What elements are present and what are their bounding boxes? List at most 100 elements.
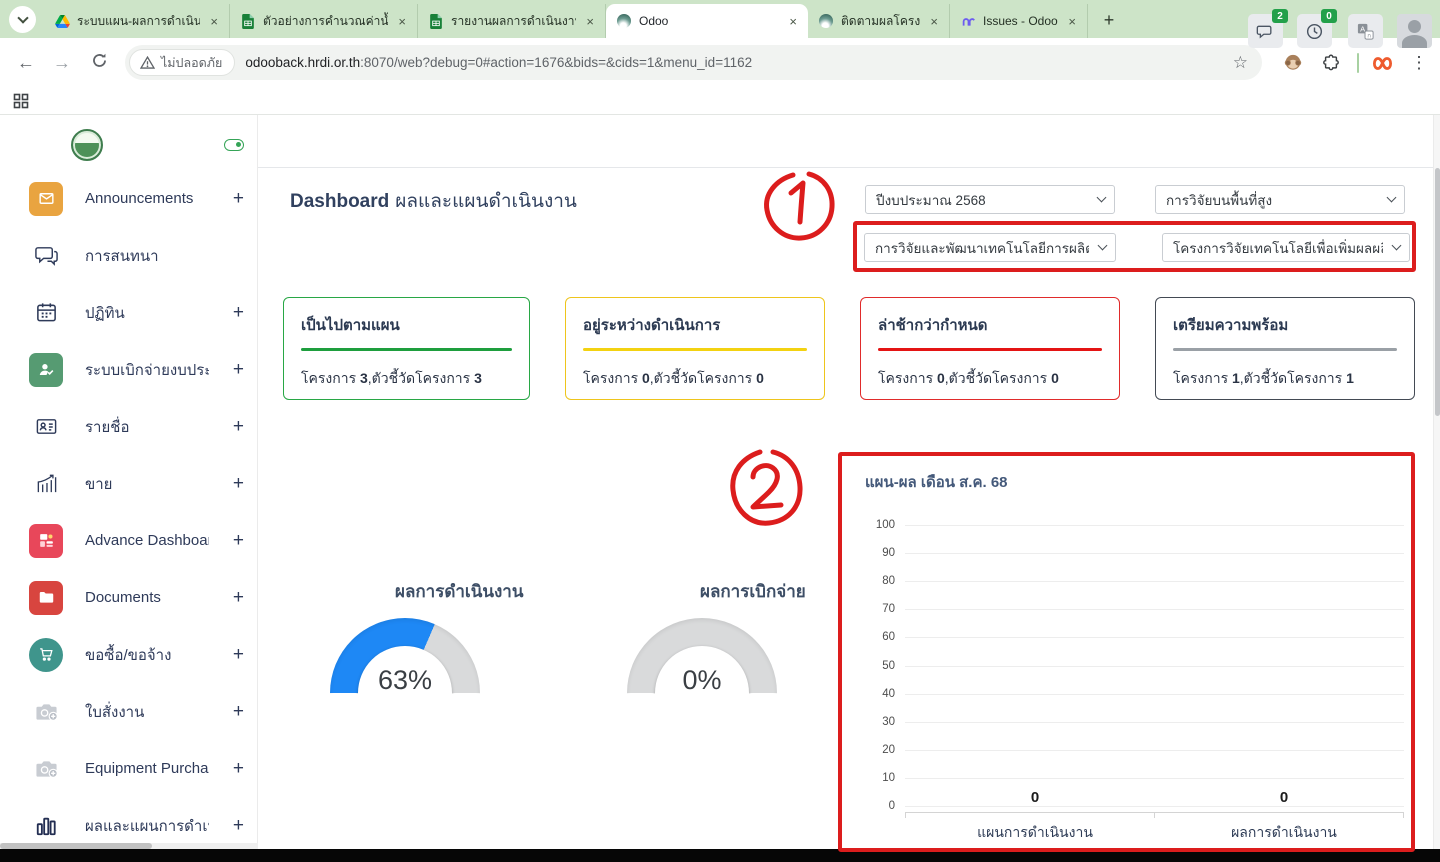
x-axis-tick [1403, 813, 1404, 818]
sidebar-item-budget[interactable]: ระบบเบิกจ่ายงบประมาณ + [0, 341, 258, 398]
new-tab-button[interactable]: + [1103, 9, 1115, 30]
project-select[interactable]: โครงการวิจัยเทคโนโลยีเพื่อเพิ่มผลผลิตแ [1162, 233, 1410, 262]
y-tick-label: 30 [882, 715, 895, 728]
plane-favicon-icon [960, 13, 976, 29]
back-button[interactable]: ← [17, 52, 35, 73]
sidebar-item-purchase[interactable]: ขอซื้อ/ขอจ้าง + [0, 626, 258, 683]
tab-search-button[interactable] [9, 6, 36, 33]
browser-tab[interactable]: ติดตามผลโครงการ - Odoo × [808, 4, 950, 38]
sidebar-item-sales[interactable]: ขาย + [0, 455, 258, 512]
gridline [905, 553, 1404, 555]
browser-tab[interactable]: รายงานผลการดำเนินงานแล × [418, 4, 606, 38]
sidebar-item-calendar[interactable]: ปฏิทิน + [0, 284, 258, 341]
y-tick-label: 20 [882, 743, 895, 756]
y-axis-tick: 20 [841, 741, 1412, 759]
reload-button[interactable] [85, 52, 113, 74]
y-axis-tick: 80 [841, 572, 1412, 590]
status-cards: เป็นไปตามแผน โครงการ 3,ตัวชี้วัดโครงการ … [283, 297, 1418, 400]
sidebar-item-report[interactable]: ผลและแผนการดำเนินงาน + [0, 797, 258, 854]
user-avatar[interactable] [1397, 14, 1432, 48]
tab-close-icon[interactable]: × [210, 13, 218, 29]
category-label: ผลการดำเนินงาน [1231, 824, 1337, 840]
bookmarks-bar [0, 88, 1440, 115]
tab-close-icon[interactable]: × [398, 13, 406, 29]
plus-icon[interactable]: + [232, 586, 244, 608]
card-title: อยู่ระหว่างดำเนินการ [583, 317, 721, 334]
tab-close-icon[interactable]: × [789, 13, 797, 29]
browser-tab[interactable]: ระบบแผน-ผลการดำเนินงาน × [44, 4, 230, 38]
tab-close-icon[interactable]: × [1068, 13, 1076, 29]
gauge-performance-title: ผลการดำเนินงาน [395, 582, 524, 601]
page-scrollbar[interactable] [1433, 115, 1440, 850]
gridline [905, 749, 1404, 751]
annotation-number-2 [750, 463, 784, 510]
sidebar-item-label: Advance Dashboard [85, 532, 209, 549]
plus-icon[interactable]: + [232, 187, 244, 209]
sidebar-item-contacts[interactable]: รายชื่อ + [0, 398, 258, 455]
sidebar-item-advdash[interactable]: Advance Dashboard + [0, 512, 258, 569]
plus-icon[interactable]: + [232, 700, 244, 722]
browser-tab[interactable]: Issues - Odoo ERP Phas × [950, 4, 1088, 38]
fiscal-year-select[interactable]: ปีงบประมาณ 2568 [865, 185, 1115, 214]
sidebar-item-camera[interactable]: Equipment Purchase Req + [0, 740, 258, 797]
plus-icon[interactable]: + [232, 301, 244, 323]
sidebar-item-label: ใบสั่งงาน [85, 703, 145, 721]
card-title: ล่าช้ากว่ากำหนด [878, 317, 988, 334]
status-card-on-plan: เป็นไปตามแผน โครงการ 3,ตัวชี้วัดโครงการ … [283, 297, 530, 400]
plan-select[interactable]: การวิจัยบนพื้นที่สูง [1155, 185, 1405, 214]
tab-close-icon[interactable]: × [930, 13, 938, 29]
browser-tab[interactable]: Odoo × [606, 4, 808, 38]
bottom-black-bar [0, 849, 1440, 862]
scrollbar-thumb[interactable] [0, 843, 152, 849]
plus-icon[interactable]: + [232, 814, 244, 836]
hrdi-logo [71, 129, 103, 161]
plus-icon[interactable]: + [232, 643, 244, 665]
apps-grid-icon[interactable] [13, 93, 29, 114]
sidebar-item-camera[interactable]: ใบสั่งงาน + [0, 683, 258, 740]
plus-icon[interactable]: + [232, 529, 244, 551]
bookmark-star-icon[interactable]: ☆ [1232, 52, 1248, 72]
browser-tab-strip: ระบบแผน-ผลการดำเนินงาน×ตัวอย่างการคำนวณค… [0, 0, 1440, 38]
bar-chart-panel: แผน-ผล เดือน ส.ค. 68 100 90 80 70 60 50 40 30 20… [841, 456, 1412, 850]
sidebar-collapse-toggle[interactable] [224, 139, 244, 151]
browser-menu-icon[interactable]: ⋮ [1410, 53, 1428, 72]
address-bar[interactable]: ไม่ปลอดภัย odooback.hrdi.or.th:8070/web?… [125, 45, 1262, 80]
sidebar-item-label: ขาย [85, 475, 113, 493]
security-chip[interactable]: ไม่ปลอดภัย [129, 49, 236, 76]
gridline [905, 581, 1404, 583]
card-underline [301, 348, 512, 351]
plus-icon[interactable]: + [232, 757, 244, 779]
program-select[interactable]: การวิจัยและพัฒนาเทคโนโลยีการผลิตแล [864, 233, 1116, 262]
sidebar [0, 115, 258, 862]
activities-button[interactable]: 0 [1297, 9, 1337, 48]
plus-icon[interactable]: + [232, 358, 244, 380]
gauge-performance: 63% [330, 618, 480, 694]
sidebar-item-announcement[interactable]: Announcements + [0, 170, 258, 227]
sidebar-item-documents[interactable]: Documents + [0, 569, 258, 626]
plus-icon[interactable]: + [232, 415, 244, 437]
y-tick-label: 60 [882, 631, 895, 644]
sidebar-item-label: Equipment Purchase Req [85, 760, 209, 777]
plus-icon[interactable]: + [232, 472, 244, 494]
sidebar-item-label: ปฏิทิน [85, 304, 125, 322]
card-title: เตรียมความพร้อม [1173, 317, 1289, 334]
messages-button[interactable]: 2 [1248, 9, 1288, 48]
y-tick-label: 0 [888, 800, 895, 812]
profile-logo-icon[interactable] [1370, 50, 1396, 76]
sidebar-horizontal-scrollbar[interactable] [0, 843, 258, 849]
status-card-delayed: ล่าช้ากว่ากำหนด โครงการ 0,ตัวชี้วัดโครงก… [860, 297, 1120, 400]
forward-button[interactable]: → [53, 52, 71, 73]
budget-icon [28, 352, 64, 388]
y-axis-tick: 40 [841, 685, 1412, 703]
extensions-puzzle-icon[interactable] [1318, 50, 1344, 76]
browser-tab[interactable]: ตัวอย่างการคำนวณค่าน้ำหนั × [230, 4, 418, 38]
camera-icon [28, 751, 64, 787]
documents-icon [28, 580, 64, 616]
gridline [905, 693, 1404, 695]
tab-close-icon[interactable]: × [586, 13, 594, 29]
extension-monkey-icon[interactable] [1280, 50, 1306, 76]
advdash-icon [28, 523, 64, 559]
sidebar-item-chat[interactable]: การสนทนา [0, 227, 258, 284]
scrollbar-thumb[interactable] [1435, 168, 1440, 416]
